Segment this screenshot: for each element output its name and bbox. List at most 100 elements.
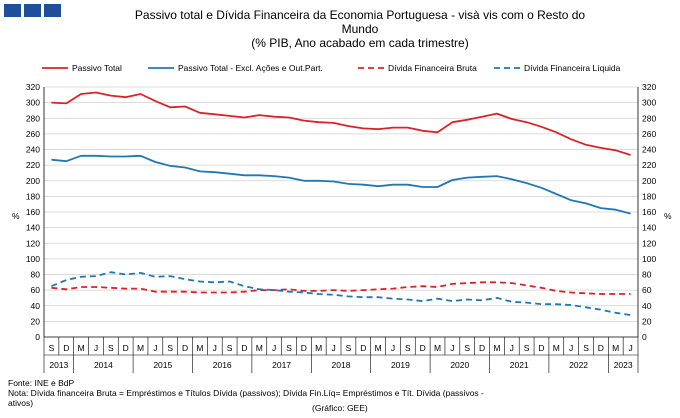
year-label: 2016 <box>213 360 232 370</box>
legend-label: Passivo Total <box>72 63 122 73</box>
year-label: 2017 <box>272 360 291 370</box>
y-tick-label-right: 20 <box>642 316 652 326</box>
x-tick-label: J <box>569 343 573 353</box>
y-tick-label-right: 80 <box>642 270 652 280</box>
x-tick-label: J <box>450 343 454 353</box>
x-tick-label: M <box>196 343 203 353</box>
year-label: 2018 <box>332 360 351 370</box>
x-tick-label: M <box>553 343 560 353</box>
x-tick-label: D <box>63 343 69 353</box>
series-line-4 <box>51 271 631 316</box>
x-tick-label: D <box>598 343 604 353</box>
x-tick-label: J <box>94 343 98 353</box>
y-tick-label-right: 160 <box>642 207 656 217</box>
x-tick-label: S <box>286 343 292 353</box>
chart-credit: (Gráfico: GEE) <box>312 403 368 413</box>
y-tick-label-right: 200 <box>642 176 656 186</box>
x-tick-label: M <box>256 343 263 353</box>
chart-title-line1: Passivo total e Dívida Financeira da Eco… <box>134 8 586 22</box>
x-tick-label: D <box>123 343 129 353</box>
x-tick-label: D <box>360 343 366 353</box>
legend-label: Passivo Total - Excl. Ações e Out.Part. <box>178 63 323 73</box>
y-tick-label-left: 280 <box>26 113 40 123</box>
x-tick-label: J <box>153 343 157 353</box>
series-line-1 <box>51 91 631 156</box>
y-tick-label-right: 240 <box>642 145 656 155</box>
series-line-3 <box>51 281 631 295</box>
x-tick-label: J <box>331 343 335 353</box>
x-tick-label: D <box>538 343 544 353</box>
y-tick-label-left: 80 <box>31 270 41 280</box>
y-tick-label-left: 0 <box>35 332 40 342</box>
y-tick-label-right: 300 <box>642 98 656 108</box>
x-tick-label: S <box>524 343 530 353</box>
y-tick-label-right: 260 <box>642 129 656 139</box>
year-label: 2021 <box>510 360 529 370</box>
y-tick-label-left: 20 <box>31 316 41 326</box>
x-tick-label: J <box>272 343 276 353</box>
source-note: Fonte: INE e BdP <box>8 378 75 388</box>
year-label: 2015 <box>153 360 172 370</box>
x-tick-label: S <box>405 343 411 353</box>
y-tick-label-left: 300 <box>26 98 40 108</box>
x-tick-label: M <box>493 343 500 353</box>
y-tick-label-right: 140 <box>642 223 656 233</box>
x-tick-label: J <box>391 343 395 353</box>
y-tick-label-left: 40 <box>31 301 41 311</box>
y-tick-label-right: 100 <box>642 254 656 264</box>
y-tick-label-right: 220 <box>642 160 656 170</box>
y-tick-label-left: 120 <box>26 238 40 248</box>
series-line-2 <box>51 154 631 215</box>
x-tick-label: M <box>375 343 382 353</box>
x-tick-label: J <box>628 343 632 353</box>
legend-label: Dívida Financeira Líquida <box>524 63 621 73</box>
x-tick-label: M <box>78 343 85 353</box>
y-tick-label-left: 200 <box>26 176 40 186</box>
y-tick-label-left: 260 <box>26 129 40 139</box>
y-tick-label-right: 40 <box>642 301 652 311</box>
definition-note-line1: Nota: Dívida financeira Bruta = Emprésti… <box>8 388 484 398</box>
y-tick-label-left: 100 <box>26 254 40 264</box>
y-tick-label-left: 240 <box>26 145 40 155</box>
y-tick-label-left: 60 <box>31 285 41 295</box>
chart-title-line2: Mundo <box>341 22 379 36</box>
y-tick-label-left: 180 <box>26 191 40 201</box>
x-tick-label: D <box>301 343 307 353</box>
year-label: 2019 <box>391 360 410 370</box>
y-tick-label-right: 320 <box>642 82 656 92</box>
year-label: 2020 <box>450 360 469 370</box>
x-tick-label: D <box>420 343 426 353</box>
y-tick-label-left: 160 <box>26 207 40 217</box>
y-tick-label-left: 320 <box>26 82 40 92</box>
y-tick-label-right: 180 <box>642 191 656 201</box>
x-tick-label: M <box>315 343 322 353</box>
x-tick-label: S <box>464 343 470 353</box>
legend-label: Dívida Financeira Bruta <box>388 63 477 73</box>
x-tick-label: M <box>137 343 144 353</box>
x-tick-label: M <box>434 343 441 353</box>
y-tick-label-right: 60 <box>642 285 652 295</box>
x-tick-label: J <box>510 343 514 353</box>
x-tick-label: M <box>612 343 619 353</box>
chart-subtitle: (% PIB, Ano acabado em cada trimestre) <box>251 36 469 50</box>
x-tick-label: D <box>241 343 247 353</box>
x-tick-label: J <box>213 343 217 353</box>
x-tick-label: D <box>479 343 485 353</box>
logo <box>4 4 61 17</box>
definition-note-line2: ativos) <box>8 398 34 408</box>
x-tick-label: S <box>583 343 589 353</box>
y-tick-label-left: 220 <box>26 160 40 170</box>
y-axis-label-left: % <box>12 211 20 221</box>
x-tick-label: S <box>227 343 233 353</box>
y-axis-label-right: % <box>664 211 672 221</box>
y-tick-label-left: 140 <box>26 223 40 233</box>
year-label: 2014 <box>94 360 113 370</box>
x-tick-label: S <box>49 343 55 353</box>
x-tick-label: S <box>346 343 352 353</box>
x-tick-label: S <box>167 343 173 353</box>
y-tick-label-right: 120 <box>642 238 656 248</box>
y-tick-label-right: 0 <box>642 332 647 342</box>
year-label: 2022 <box>569 360 588 370</box>
year-label: 2023 <box>614 360 633 370</box>
